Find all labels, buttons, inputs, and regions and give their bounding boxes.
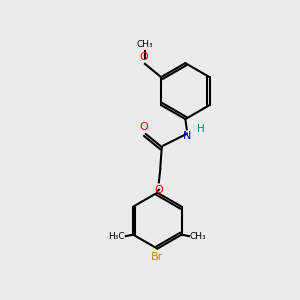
Text: O: O: [139, 122, 148, 132]
Text: Br: Br: [151, 252, 164, 262]
Text: N: N: [183, 131, 191, 141]
Text: H₃C: H₃C: [108, 232, 125, 241]
Text: CH₃: CH₃: [190, 232, 206, 241]
Text: CH₃: CH₃: [136, 40, 153, 49]
Text: O: O: [139, 52, 148, 62]
Text: O: O: [154, 185, 163, 195]
Text: H: H: [197, 124, 205, 134]
